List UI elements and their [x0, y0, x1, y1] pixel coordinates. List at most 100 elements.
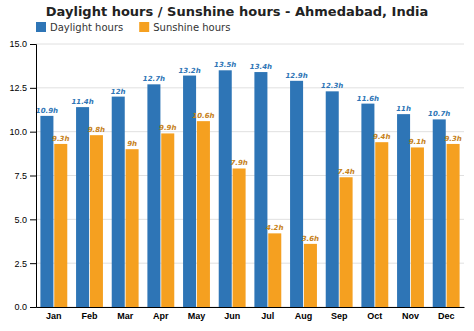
data-label: 13.5h	[214, 61, 236, 69]
tick-label: 7.5	[14, 171, 27, 181]
tick: 10.0	[9, 127, 36, 137]
bar	[375, 142, 388, 307]
tick-label: May	[188, 311, 206, 321]
series	[40, 70, 445, 307]
data-label: 11.6h	[357, 95, 379, 103]
tick: Aug	[295, 307, 313, 321]
tick: 12.5	[9, 83, 36, 93]
bar	[40, 116, 53, 307]
data-label: 7.4h	[337, 168, 354, 176]
tick-mark	[30, 307, 36, 308]
legend-item: Daylight hours	[36, 22, 123, 33]
data-label: 10.7h	[428, 110, 450, 118]
y-axis: 0.0 2.5 5.0 7.5 10.0 12.5 15.0	[9, 39, 36, 312]
tick: Jan	[46, 307, 62, 321]
data-label: 9h	[127, 140, 137, 148]
tick-mark	[30, 132, 36, 133]
tick: Mar	[117, 307, 134, 321]
data-label: 12.9h	[285, 72, 307, 80]
bar	[183, 76, 196, 307]
data-label: 11.4h	[71, 98, 93, 106]
legend-label: Sunshine hours	[153, 22, 230, 33]
bar	[411, 147, 424, 307]
tick-label: Nov	[402, 311, 419, 321]
bar	[340, 177, 353, 307]
x-axis: Jan Feb Mar Apr May Jun Jul Aug Sep Oct Nov Dec	[37, 307, 465, 321]
tick-mark	[30, 176, 36, 177]
tick-mark	[30, 263, 36, 264]
bar	[54, 144, 67, 307]
data-label: 7.9h	[230, 159, 247, 167]
bar	[219, 70, 232, 307]
tick: Nov	[402, 307, 419, 321]
bar	[326, 91, 339, 307]
tick: Oct	[367, 307, 382, 321]
grid	[36, 44, 464, 307]
axis-line	[30, 45, 37, 308]
tick-label: Jan	[46, 311, 62, 321]
bar	[126, 149, 139, 307]
series	[54, 121, 459, 307]
tick-mark	[30, 219, 36, 220]
bar	[254, 72, 267, 307]
tick-label: Aug	[295, 311, 313, 321]
data-label: 9.4h	[373, 133, 390, 141]
data-label: 12h	[111, 88, 126, 96]
tick-label: 15.0	[9, 39, 27, 49]
bar	[290, 81, 303, 307]
tick-label: 5.0	[14, 215, 27, 225]
data-label: 9.8h	[88, 126, 105, 134]
tick-mark	[30, 88, 36, 89]
tick: Sep	[331, 307, 348, 321]
data-labels: 10.9h11.4h12h12.7h13.2h13.5h13.4h12.9h12…	[36, 61, 462, 243]
bar	[90, 135, 103, 307]
data-label: 9.1h	[409, 138, 426, 146]
data-label: 12.7h	[143, 75, 165, 83]
tick-label: Mar	[117, 311, 134, 321]
tick: May	[188, 307, 206, 321]
title: Daylight hours / Sunshine hours - Ahmeda…	[46, 4, 428, 19]
tick: Feb	[81, 307, 98, 321]
bar	[76, 107, 89, 307]
bar	[447, 144, 460, 307]
tick-label: Dec	[438, 311, 455, 321]
chart: Daylight hours / Sunshine hours - Ahmeda…	[0, 0, 474, 331]
data-label: 9.9h	[159, 124, 176, 132]
data-label: 10.6h	[192, 112, 214, 120]
tick-label: 10.0	[9, 127, 27, 137]
tick-label: Jun	[224, 311, 240, 321]
data-label: 3.6h	[302, 235, 319, 243]
data-label: 12.3h	[321, 82, 343, 90]
tick: 15.0	[9, 39, 36, 49]
grid-line	[36, 44, 464, 45]
tick-label: 12.5	[9, 83, 27, 93]
tick: 5.0	[14, 215, 36, 225]
data-label: 13.4h	[250, 63, 272, 71]
tick: 2.5	[14, 259, 36, 269]
tick-label: Feb	[81, 311, 98, 321]
tick-label: Oct	[367, 311, 382, 321]
tick-label: Sep	[331, 311, 348, 321]
bar	[304, 244, 317, 307]
tick-label: Jul	[261, 311, 274, 321]
legend: Daylight hours Sunshine hours	[36, 22, 230, 33]
data-label: 10.9h	[36, 107, 58, 115]
tick: Jul	[261, 307, 274, 321]
tick: 7.5	[14, 171, 36, 181]
bar	[112, 97, 125, 307]
grid-line	[36, 87, 464, 88]
bar	[161, 133, 174, 307]
bar	[197, 121, 210, 307]
tick: Jun	[224, 307, 240, 321]
tick-label: Apr	[153, 311, 169, 321]
tick: Dec	[438, 307, 455, 321]
tick-label: 0.0	[14, 302, 27, 312]
legend-swatch	[139, 22, 149, 32]
data-label: 9.3h	[52, 135, 69, 143]
tick: 0.0	[14, 302, 36, 312]
legend-swatch	[36, 22, 46, 32]
plot: 10.9h11.4h12h12.7h13.2h13.5h13.4h12.9h12…	[9, 39, 464, 321]
legend-item: Sunshine hours	[139, 22, 230, 33]
bars	[40, 70, 459, 307]
data-label: 9.3h	[444, 135, 461, 143]
